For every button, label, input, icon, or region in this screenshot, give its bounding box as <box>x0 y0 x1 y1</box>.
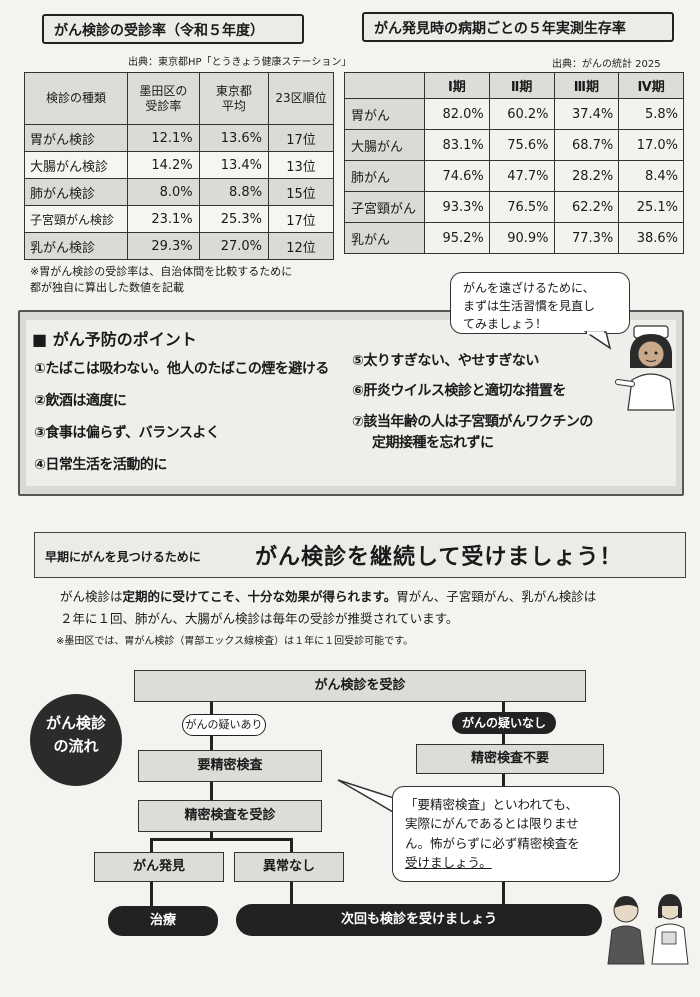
campaign-banner: 早期にがんを見つけるために がん検診を継続して受けましょう！ <box>34 532 686 578</box>
header-exam-type: 検診の種類 <box>24 72 128 125</box>
table-row: 子宮頸がん 93.3% 76.5% 62.2% 25.1% <box>344 191 684 223</box>
survival-table: Ⅰ期 Ⅱ期 Ⅲ期 Ⅳ期 胃がん 82.0% 60.2% 37.4% 5.8% 大腸がん 8… <box>344 72 684 254</box>
prevention-inner <box>26 320 676 486</box>
prevention-box <box>18 310 684 496</box>
header-ward-rank: 23区順位 <box>268 72 334 125</box>
prevention-title: ■ がん予防のポイント <box>32 330 197 349</box>
connector <box>210 780 213 802</box>
no-issue-box: 異常なし <box>234 852 344 882</box>
suspect-no-label: がんの疑いなし <box>452 712 556 734</box>
table-row: 子宮頸がん検診 23.1% 25.3% 17位 <box>24 205 334 233</box>
flow-badge-circle <box>30 694 122 786</box>
connector <box>150 880 153 910</box>
header-stage-1: Ⅰ期 <box>424 72 490 99</box>
table-row: 胃がん検診 12.1% 13.6% 17位 <box>24 124 334 152</box>
flow-start-box: がん検診を受診 <box>134 670 586 702</box>
next-time-pill: 次回も検診を受けましょう <box>236 904 602 936</box>
prevention-item-5: ⑤太りすぎない、やせすぎない <box>352 353 539 369</box>
screening-rate-source: 出典：東京都HP「とうきょう健康ステーション」 <box>128 57 352 68</box>
table-row: 肺がん検診 8.0% 8.8% 15位 <box>24 178 334 206</box>
header-stage-2: Ⅱ期 <box>488 72 555 99</box>
connector <box>290 880 293 910</box>
treatment-pill: 治療 <box>108 906 218 936</box>
banner-lead: 早期にがんを見つけるために <box>45 550 201 564</box>
connector <box>290 838 293 854</box>
header-tokyo-average: 東京都 平均 <box>198 72 270 125</box>
prevention-item-1: ①たばこは吸わない。他人のたばこの煙を避ける <box>34 361 329 377</box>
header-sumida-rate: 墨田区の 受診率 <box>127 72 200 125</box>
prevention-item-7: ⑦該当年齢の人は子宮頸がんワクチンの 定期接種を忘れずに <box>352 414 593 451</box>
connector <box>150 838 153 854</box>
table-row: 乳がん 95.2% 90.9% 77.3% 38.6% <box>344 222 684 254</box>
prevention-item-2: ②飲酒は適度に <box>34 393 127 409</box>
table-row: 大腸がん 83.1% 75.6% 68.7% 17.0% <box>344 129 684 161</box>
header-empty <box>344 72 425 99</box>
prevention-item-4: ④日常生活を活動的に <box>34 457 167 473</box>
table-row: 乳がん検診 29.3% 27.0% 12位 <box>24 232 334 260</box>
prevention-item-6: ⑥肝炎ウイルス検診と適切な措置を <box>352 383 566 399</box>
flow-badge: がん検診 の流れ <box>45 714 106 755</box>
detail-not-needed-box: 精密検査不要 <box>416 744 604 774</box>
screening-rate-table: 検診の種類 墨田区の 受診率 東京都 平均 23区順位 胃がん検診 12.1% 13.6… <box>24 72 334 260</box>
header-stage-3: Ⅲ期 <box>553 72 620 99</box>
survival-source: 出典：がんの統計 2025 <box>552 59 661 70</box>
suspect-yes-label: がんの疑いあり <box>182 714 266 736</box>
survival-title: がん発見時の病期ごとの５年実測生存率 <box>362 12 674 42</box>
nurse-speech-bubble: がんを遠ざけるために、 まずは生活習慣を見直し てみましょう！ <box>450 272 630 334</box>
banner-headline: がん検診を継続して受けましょう！ <box>255 545 623 570</box>
detail-needed-box: 要精密検査 <box>138 750 322 782</box>
table-row: 胃がん 82.0% 60.2% 37.4% 5.8% <box>344 98 684 130</box>
intro-note: ※墨田区では、胃がん検診（胃部エックス線検査）は１年に１回受診可能です。 <box>56 636 414 647</box>
nurse-illustration <box>615 325 675 411</box>
flow-speech-bubble: 「要精密検査」といわれても、 実際にがんであるとは限りませ ん。怖がらずに必ず精… <box>392 786 620 882</box>
detail-exam-box: 精密検査を受診 <box>138 800 322 832</box>
screening-rate-title: がん検診の受診率（令和５年度） <box>42 14 304 44</box>
connector <box>210 826 213 840</box>
screening-rate-note: ※胃がん検診の受診率は、自治体間を比較するために 都が独自に算出した数値を記載 <box>30 265 293 294</box>
connector <box>150 838 292 841</box>
bubble-tail <box>584 331 612 350</box>
prevention-item-3: ③食事は偏らず、バランスよく <box>34 425 220 441</box>
intro-text: がん検診は定期的に受けてこそ、十分な効果が得られます。胃がん、子宮頸がん、乳がん… <box>60 589 597 626</box>
header-stage-4: Ⅳ期 <box>618 72 684 99</box>
doctor-patient-illustration <box>607 894 689 965</box>
table-row: 大腸がん検診 14.2% 13.4% 13位 <box>24 151 334 179</box>
cancer-found-box: がん発見 <box>94 852 224 882</box>
table-row: 肺がん 74.6% 47.7% 28.2% 8.4% <box>344 160 684 192</box>
